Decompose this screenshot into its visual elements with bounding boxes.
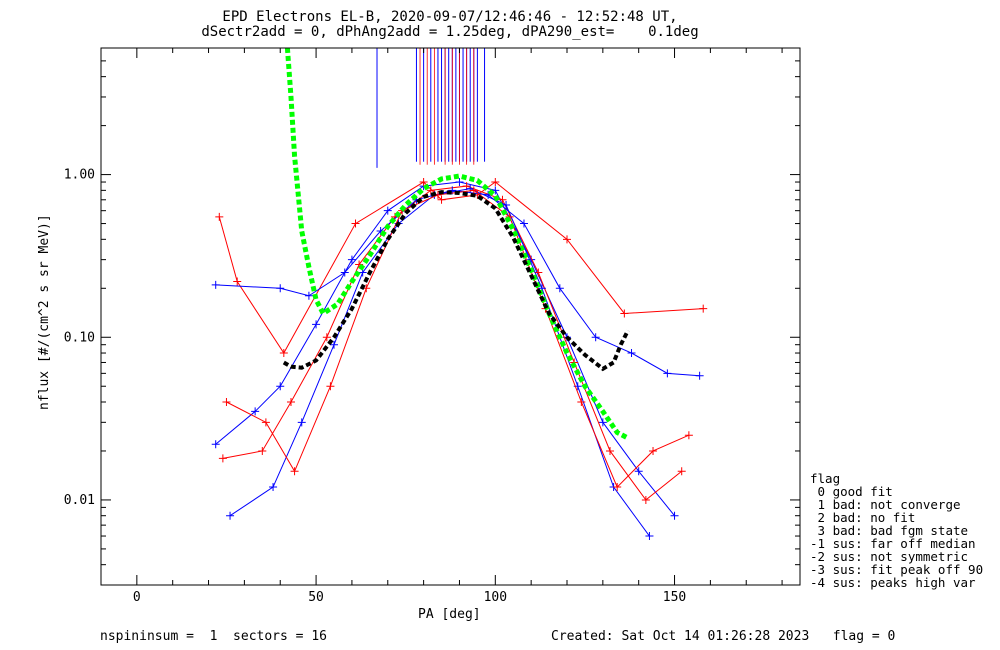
data-point-marker xyxy=(491,178,500,187)
data-point-marker xyxy=(649,446,658,455)
data-point-marker xyxy=(312,320,321,329)
x-tick-label: 150 xyxy=(663,590,686,605)
y-axis-label: nflux [#/(cm^2 s sr MeV)] xyxy=(37,214,52,410)
data-point-marker xyxy=(498,195,507,204)
data-point-marker xyxy=(502,201,511,210)
median-curve xyxy=(282,190,630,372)
profile-line xyxy=(226,189,690,488)
y-tick-label: 0.01 xyxy=(64,493,95,508)
x-tick-label: 50 xyxy=(308,590,324,605)
data-point-marker xyxy=(695,371,704,380)
footer-settings: nspininsum = 1 sectors = 16 xyxy=(100,629,327,644)
data-point-marker xyxy=(684,431,693,440)
legend-item: -1 sus: far off median xyxy=(810,536,976,551)
x-tick-label: 0 xyxy=(133,590,141,605)
legend-item: 2 bad: no fit xyxy=(810,510,916,525)
data-point-marker xyxy=(211,440,220,449)
data-point-marker xyxy=(211,280,220,289)
data-point-marker xyxy=(251,407,260,416)
data-point-marker xyxy=(226,511,235,520)
data-point-marker xyxy=(326,382,335,391)
data-point-marker xyxy=(555,284,564,293)
data-point-marker xyxy=(383,206,392,215)
data-point-marker xyxy=(598,418,607,427)
data-point-marker xyxy=(670,511,679,520)
data-point-marker xyxy=(276,382,285,391)
data-point-marker xyxy=(455,178,464,187)
data-point-marker xyxy=(222,397,231,406)
chart-subtitle: dSectr2add = 0, dPhAng2add = 1.25deg, dP… xyxy=(201,24,699,40)
data-point-marker xyxy=(620,309,629,318)
data-point-marker xyxy=(606,446,615,455)
data-point-marker xyxy=(351,219,360,228)
data-point-marker xyxy=(279,349,288,358)
data-point-marker xyxy=(645,532,654,541)
profile-line xyxy=(215,181,675,517)
data-point-marker xyxy=(233,277,242,286)
data-point-marker xyxy=(519,219,528,228)
data-point-marker xyxy=(627,349,636,358)
data-point-marker xyxy=(215,212,224,221)
data-point-marker xyxy=(419,178,428,187)
data-point-marker xyxy=(347,255,356,264)
data-point-marker xyxy=(469,186,478,195)
footer-created: Created: Sat Oct 14 01:26:28 2023 flag =… xyxy=(551,629,896,644)
data-point-marker xyxy=(290,467,299,476)
data-point-marker xyxy=(663,369,672,378)
x-axis-label: PA [deg] xyxy=(418,607,481,622)
data-point-marker xyxy=(563,235,571,244)
data-point-marker xyxy=(634,467,643,476)
legend-item: -2 sus: not symmetric xyxy=(810,549,969,564)
fit-curve xyxy=(284,48,630,441)
flag-legend: flag 0 good fit 1 bad: not converge 2 ba… xyxy=(810,472,983,589)
y-tick-label: 1.00 xyxy=(64,168,95,183)
data-point-marker xyxy=(276,284,285,293)
data-point-marker xyxy=(304,291,313,300)
legend-item: -3 sus: fit peak off 90 xyxy=(810,562,984,577)
legend-item: 0 good fit xyxy=(810,484,893,499)
y-tick-label: 0.10 xyxy=(64,330,95,345)
data-point-marker xyxy=(437,195,446,204)
legend-item: 1 bad: not converge xyxy=(810,497,961,512)
data-point-marker xyxy=(613,483,622,492)
data-point-marker xyxy=(591,333,600,342)
profile-line xyxy=(229,188,650,537)
data-point-marker xyxy=(677,467,686,476)
data-point-marker xyxy=(699,304,708,313)
data-point-marker xyxy=(261,418,270,427)
data-point-marker xyxy=(286,397,295,406)
data-point-marker xyxy=(218,454,227,463)
data-point-marker xyxy=(330,340,338,349)
legend-item: -4 sus: peaks high var xyxy=(810,575,976,590)
data-point-marker xyxy=(297,418,306,427)
data-point-marker xyxy=(322,333,331,342)
x-tick-label: 100 xyxy=(484,590,507,605)
data-point-marker xyxy=(340,268,349,277)
data-point-marker xyxy=(641,495,650,504)
data-point-marker xyxy=(269,483,278,492)
legend-item: 3 bad: bad fgm state xyxy=(810,523,969,538)
profile-line xyxy=(218,181,704,354)
legend-title: flag xyxy=(810,471,841,486)
plot-frame xyxy=(100,47,801,586)
chart-title: EPD Electrons EL-B, 2020-09-07/12:46:46 … xyxy=(222,9,678,25)
profile-line xyxy=(222,185,683,501)
data-point-marker xyxy=(577,397,586,406)
profile-line xyxy=(215,189,700,377)
data-point-marker xyxy=(258,446,267,455)
